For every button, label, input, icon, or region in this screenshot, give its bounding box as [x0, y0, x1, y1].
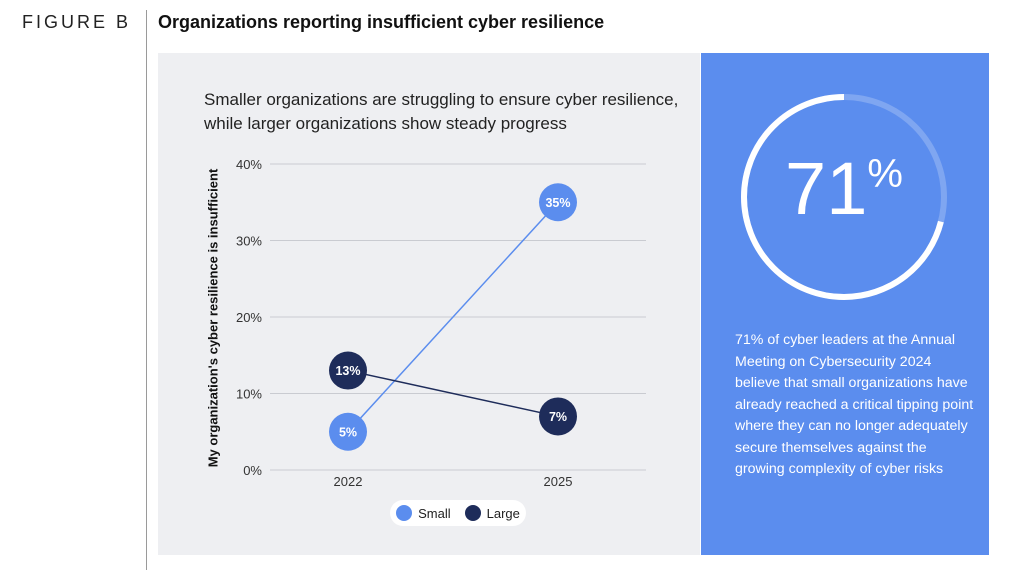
- chart-subtitle: Smaller organizations are struggling to …: [204, 90, 679, 133]
- stat-value: 71%: [741, 146, 947, 231]
- x-tick-label: 2022: [334, 474, 363, 489]
- series-line-large: [347, 369, 559, 418]
- y-tick-label: 0%: [243, 463, 262, 478]
- legend: Small Large: [390, 500, 526, 526]
- legend-label-small: Small: [418, 505, 451, 521]
- y-tick-label: 10%: [236, 387, 262, 402]
- series-line-small: [347, 201, 559, 433]
- legend-item-small: Small: [396, 505, 451, 521]
- stat-panel: [701, 53, 989, 555]
- data-point-small: [539, 183, 577, 222]
- stat-description: 71% of cyber leaders at the Annual Meeti…: [735, 332, 974, 477]
- figure-label: FIGURE B: [22, 12, 132, 32]
- data-label: 35%: [545, 196, 570, 210]
- data-point-small: [329, 412, 367, 451]
- legend-item-large: Large: [464, 505, 520, 521]
- legend-swatch-small: [396, 505, 413, 521]
- data-label: 5%: [339, 425, 357, 439]
- stat-number: 71: [785, 147, 868, 230]
- legend-label-large: Large: [486, 505, 520, 521]
- data-label: 7%: [549, 410, 567, 424]
- y-tick-label: 20%: [236, 310, 262, 325]
- chart-panel: [158, 53, 700, 555]
- divider: [146, 10, 147, 570]
- y-tick-label: 30%: [236, 234, 262, 249]
- data-point-large: [329, 351, 367, 390]
- ring-progress: [741, 94, 947, 300]
- y-tick-label: 40%: [236, 157, 262, 172]
- legend-swatch-large: [464, 505, 481, 521]
- data-label: 13%: [335, 364, 360, 378]
- x-tick-label: 2025: [544, 474, 573, 489]
- stat-unit: %: [867, 152, 903, 196]
- chart-title: Organizations reporting insufficient cyb…: [158, 12, 605, 32]
- data-point-large: [539, 397, 577, 436]
